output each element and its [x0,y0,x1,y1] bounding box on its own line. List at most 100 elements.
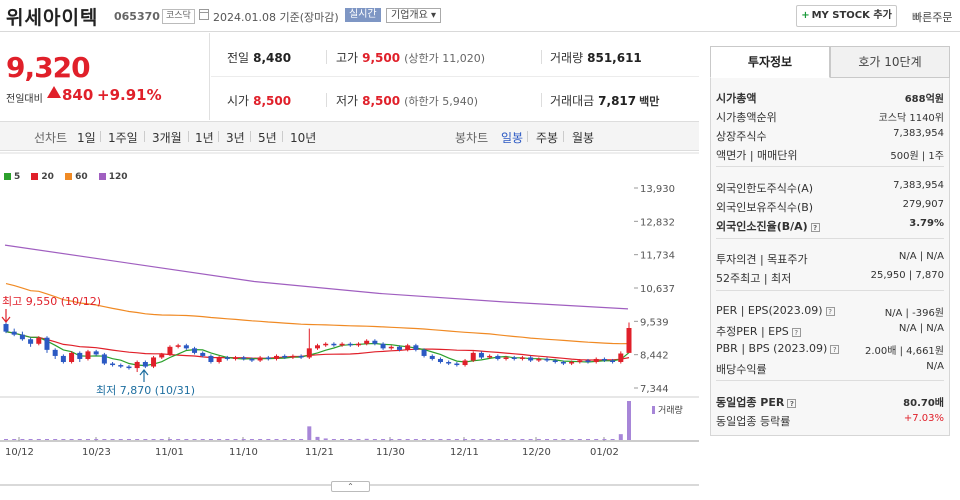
ma60-line [5,283,630,345]
info-row: 외국인보유주식수(B) 279,907 [716,197,944,215]
candle-body [167,346,173,355]
legend-swatch [4,173,11,180]
range-1w[interactable]: 1주일 [108,131,138,145]
stock-chart[interactable]: 5 20 60 120 13,930 12,832 11,734 10,637 9,53… [0,152,699,466]
volume-bar [217,439,222,440]
scroller-handle[interactable]: ⌃ [331,481,370,492]
my-stock-add-button[interactable]: + MY STOCK 추가 [796,5,897,27]
corp-info-dropdown[interactable]: 기업개요 ▾ [386,8,441,23]
candle-body [85,351,91,359]
info-row-label: 시가총액 [716,92,757,105]
candle-body [175,345,181,347]
candle-body [134,362,140,369]
tab-invest-info[interactable]: 투자정보 [710,46,830,78]
volume-bar [586,439,591,440]
change-value: 840 [62,86,94,104]
range-1y[interactable]: 1년 [195,131,214,145]
info-divider [716,290,944,291]
volume-bar [364,438,369,440]
volume-bar [610,439,615,440]
info-row-label: 상장주식수 [716,130,767,143]
candle-body [511,357,517,359]
info-row-label: 동일업종 등락률 [716,415,791,428]
calendar-icon [199,9,209,20]
volume-bar [282,439,287,440]
candle-body [142,362,148,367]
volume-bar [208,439,213,440]
y-tick-label: 7,344 [640,384,669,395]
stat-high-label: 고가 [336,51,359,65]
candle-body [585,360,591,363]
panel-tabs: 투자정보 호가 10단계 [710,46,950,78]
candle-body [347,343,353,346]
legend-ma120: 120 [98,172,128,182]
volume-bar [233,439,238,440]
y-tick-label: 9,539 [640,317,669,328]
volume-bar [274,439,279,440]
info-row-value: 80.70배 [903,398,944,409]
stat-open-label: 시가 [227,94,250,108]
volume-bar [315,436,320,440]
volume-bar [372,439,377,440]
realtime-button[interactable]: 실시간 [345,8,381,22]
volume-bar [422,439,427,440]
info-row-label: 동일업종 PER? [716,394,797,410]
ma-legend: 5 20 60 120 [4,172,136,182]
volume-bar [438,439,443,440]
info-row: 추정PER | EPS? N/A | N/A [716,321,944,339]
candle-body [560,362,566,364]
info-row-value: 코스닥 1140위 [878,113,944,124]
info-row-label: PBR | BPS (2023.09)? [716,342,840,355]
range-5y[interactable]: 5년 [258,131,277,145]
ma20-line [5,331,630,361]
range-3y[interactable]: 3년 [226,131,245,145]
stock-header: 위세아이텍 065370 코스닥 2024.01.08 기준(장마감) 실시간 … [0,0,960,32]
volume-bar [323,438,328,440]
candle-daily[interactable]: 일봉 [501,131,524,145]
x-tick-label: 11/01 [155,447,184,458]
info-row: 시가총액 688억원 [716,88,944,106]
chart-scroller[interactable]: ⌃ [0,478,699,500]
help-icon[interactable]: ? [810,223,820,232]
candle-body [257,357,263,361]
range-3m[interactable]: 3개월 [152,131,182,145]
tab-order-book[interactable]: 호가 10단계 [830,46,950,78]
candle-monthly[interactable]: 월봉 [572,131,595,145]
candle-weekly[interactable]: 주봉 [536,131,559,145]
volume-bar [36,439,41,440]
info-row: 외국인소진율(B/A)? 3.79% [716,216,944,234]
range-10y[interactable]: 10년 [290,131,317,145]
range-divider [527,131,528,142]
candle-body [478,352,484,358]
candle-body [544,358,550,361]
volume-bar [299,439,304,440]
info-row-label: PER | EPS(2023.09)? [716,304,835,317]
candle-body [388,346,394,349]
volume-bar [53,439,58,440]
info-row-label: 배당수익률 [716,363,767,376]
up-triangle-icon [47,86,61,98]
candle-body [380,343,386,349]
info-row: 액면가 | 매매단위 500원 | 1주 [716,145,944,163]
legend-ma5-label: 5 [14,172,21,182]
volume-bar [577,439,582,440]
volume-bar [545,439,550,440]
stat-open: 시가 8,500 [227,92,291,109]
range-1d[interactable]: 1일 [77,131,96,145]
help-icon[interactable]: ? [791,328,801,337]
help-icon[interactable]: ? [825,307,835,316]
help-icon[interactable]: ? [830,345,840,354]
volume-bar [340,439,345,440]
legend-swatch [65,173,73,180]
quick-order-link[interactable]: 빠른주문 [912,11,953,24]
market-badge: 코스닥 [162,9,195,24]
volume-bar [4,439,8,440]
info-row: 52주최고 | 최저 25,950 | 7,870 [716,268,944,286]
range-divider [282,131,283,142]
help-icon[interactable]: ? [787,399,797,408]
candle-body [495,355,501,359]
volume-bar [126,439,131,440]
info-row-value: 3.79% [909,218,944,229]
volume-bar [118,439,123,440]
stat-lower-limit: (하한가 5,940) [404,95,478,108]
